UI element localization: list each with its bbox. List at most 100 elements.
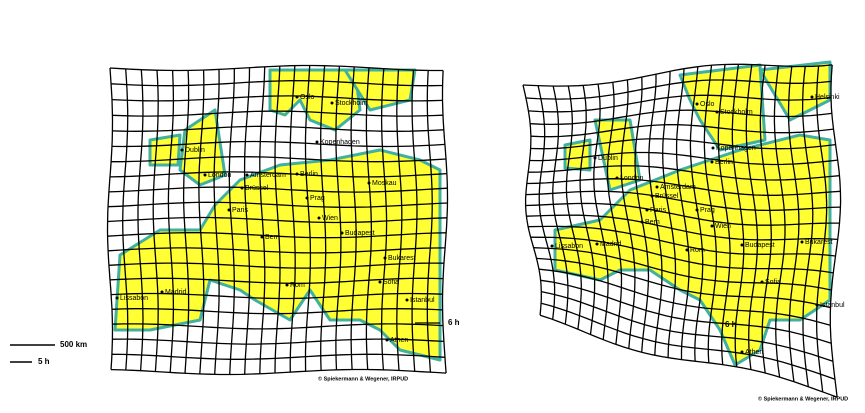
city-label: Budapest: [745, 242, 775, 249]
city-dot: [655, 185, 659, 189]
city-label: Moskau: [372, 180, 397, 187]
city-label: Paris: [650, 207, 666, 214]
city-label: Athen: [390, 337, 408, 344]
grid-line: [530, 236, 834, 274]
city-label: Sofia: [383, 279, 399, 286]
grid-line: [108, 186, 448, 193]
grid-line: [108, 247, 446, 254]
city-label: Rom: [690, 247, 705, 254]
city-label: Istanbul: [410, 297, 435, 304]
isochrone-label: 6 h: [725, 320, 737, 329]
city-dot: [645, 208, 649, 212]
scale-distance: 500 km: [60, 340, 87, 349]
grid-line: [525, 190, 841, 212]
city-label: Stockholm: [335, 100, 368, 107]
grid-line: [109, 64, 444, 72]
city-dot: [245, 173, 249, 177]
city-dot: [810, 95, 814, 99]
grid-line: [525, 202, 840, 226]
isochrone-label: 6 h: [448, 318, 460, 327]
scale-time: 5 h: [38, 357, 50, 366]
land-mass: [113, 148, 442, 362]
city-dot: [640, 220, 644, 224]
city-label: Athen: [745, 349, 763, 356]
grid-line: [182, 70, 190, 374]
grid-line: [107, 201, 448, 208]
city-dot: [227, 208, 231, 212]
grid-line: [529, 151, 838, 166]
city-dot: [715, 110, 719, 114]
city-dot: [115, 296, 119, 300]
city-dot: [740, 243, 744, 247]
credit: © Spiekermann & Wegener, IRPUD: [318, 375, 408, 382]
grid-line: [111, 80, 443, 87]
grid-line: [526, 178, 841, 196]
city-dot: [367, 181, 371, 185]
city-dot: [593, 156, 597, 160]
city-dot: [695, 208, 699, 212]
grid-line: [540, 302, 836, 380]
city-label: Brüssel: [245, 185, 269, 192]
grid-line: [530, 138, 836, 150]
land-mass: [758, 60, 832, 122]
land-mass: [148, 133, 182, 167]
city-dot: [815, 303, 819, 307]
grid-line: [111, 140, 445, 148]
grid-line: [109, 277, 444, 284]
city-dot: [405, 298, 409, 302]
city-dot: [710, 224, 714, 228]
city-label: Kopenhagen: [320, 139, 360, 146]
city-label: Amsterdam: [660, 184, 696, 191]
city-label: Wien: [715, 223, 731, 230]
city-dot: [550, 244, 554, 248]
city-label: Lissabon: [120, 295, 148, 302]
grid-line: [111, 308, 443, 315]
city-label: Sofia: [765, 279, 781, 286]
city-label: Oslo: [700, 101, 715, 108]
city-label: Wien: [322, 215, 338, 222]
city-label: Amsterdam: [250, 172, 286, 179]
city-dot: [203, 173, 207, 177]
city-label: Budapest: [345, 230, 375, 237]
city-dot: [317, 216, 321, 220]
city-dot: [295, 172, 299, 176]
city-label: Berlin: [715, 159, 733, 166]
grid-line: [111, 95, 443, 102]
grid-line: [107, 232, 447, 239]
city-label: London: [620, 175, 643, 182]
city-dot: [695, 102, 699, 106]
city-dot: [330, 101, 334, 105]
grid-line: [112, 125, 444, 132]
grid-line: [525, 79, 832, 100]
city-dot: [595, 242, 599, 246]
city-dot: [800, 240, 804, 244]
city-dot: [160, 290, 164, 294]
grid-line: [111, 353, 446, 360]
grid-line: [528, 225, 836, 257]
city-dot: [760, 280, 764, 284]
grid-line: [528, 94, 832, 113]
grid-line: [528, 165, 840, 181]
city-dot: [340, 231, 344, 235]
grid-line: [108, 262, 445, 269]
city-label: Paris: [232, 207, 248, 214]
city-dot: [260, 235, 264, 239]
city-label: Lissabon: [555, 243, 583, 250]
grid-line: [111, 156, 447, 163]
grid-line: [112, 110, 444, 117]
grid-line: [539, 314, 838, 398]
grid-line: [112, 323, 444, 330]
grid-line: [533, 247, 832, 291]
city-label: Helsinki: [815, 94, 840, 101]
city-label: Istanbul: [820, 302, 845, 309]
grid-line: [109, 171, 447, 178]
grid-line: [536, 257, 831, 309]
grid-line: [522, 63, 833, 87]
grid-line: [829, 64, 842, 398]
grid-line: [111, 292, 443, 300]
city-label: Madrid: [600, 241, 622, 248]
city-dot: [305, 196, 309, 200]
city-dot: [710, 160, 714, 164]
city-dot: [615, 176, 619, 180]
